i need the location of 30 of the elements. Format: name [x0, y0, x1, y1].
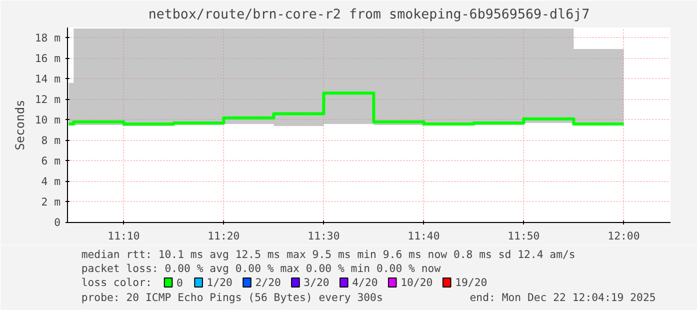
- legend-label: 0: [176, 276, 183, 290]
- x-tick-label: 11:30: [308, 230, 340, 242]
- text: packet loss: 0.00 % avg 0.00 % max 0.00 % min 0.00 % now: [81, 262, 442, 275]
- legend-label: 2/20: [255, 276, 281, 289]
- legend-title: loss color:: [81, 276, 152, 289]
- x-tick-label: 11:40: [408, 230, 440, 242]
- x-tick-label: 12:00: [608, 230, 640, 242]
- x-tick-label: 11:50: [508, 230, 540, 242]
- y-axis-title: Seconds: [12, 100, 27, 150]
- y-tick-label: 0: [54, 216, 61, 229]
- x-tick-label: 11:10: [108, 230, 140, 242]
- legend-label: 1/20: [206, 276, 232, 289]
- y-tick-label: 10 m: [34, 113, 61, 126]
- y-tick-label: 18 m: [34, 31, 61, 44]
- text: end: Mon Dec 22 12:04:19 2025: [470, 291, 656, 304]
- y-tick-label: 2 m: [41, 195, 61, 208]
- legend-label: 3/20: [304, 276, 330, 289]
- y-tick-label: 16 m: [34, 52, 61, 65]
- y-tick-label: 6 m: [41, 154, 61, 168]
- y-tick-label: 14 m: [34, 72, 61, 86]
- y-tick-label: 8 m: [41, 134, 61, 147]
- legend-label: 19/20: [455, 276, 488, 289]
- y-tick-label: 12 m: [34, 92, 61, 106]
- legend-label: 4/20: [352, 276, 378, 289]
- y-tick-label: 4 m: [41, 174, 61, 188]
- x-tick-label: 11:20: [208, 230, 240, 242]
- text: median rtt: 10.1 ms avg 12.5 ms max 9.5 ms min 9.6 ms now 0.8 ms sd 12.4 am/s: [81, 248, 576, 261]
- chart-title: netbox/route/brn-core-r2 from smokeping-6b9569569-dl6j7: [148, 8, 590, 22]
- legend-label: 10/20: [400, 276, 433, 289]
- text: probe: 20 ICMP Echo Pings (56 Bytes) every 300s: [81, 291, 383, 304]
